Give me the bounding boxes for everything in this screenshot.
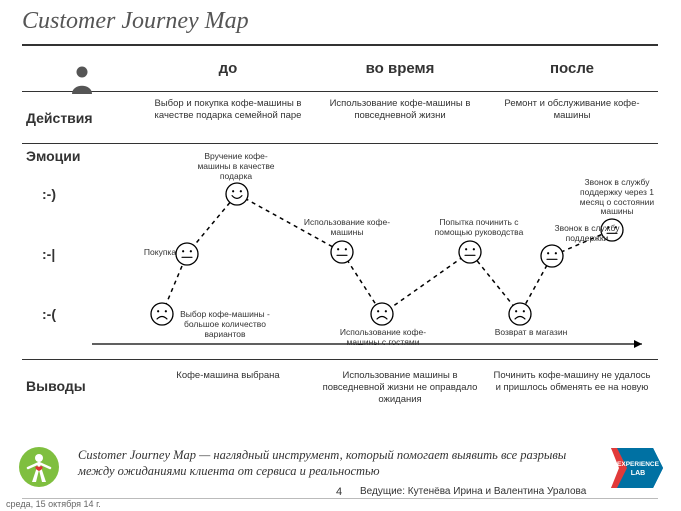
- emotion-node-label-n7: Возврат в магазин: [486, 328, 576, 338]
- conclusion-during: Использование машины в повседневной жизн…: [314, 360, 486, 412]
- emotion-node-label-n9: Звонок в службу поддержку через 1 месяц …: [572, 178, 662, 217]
- conclusions-label: Выводы: [22, 360, 142, 412]
- emotion-node-label-n3: Вручение кофе-машины в качестве подарка: [191, 152, 281, 181]
- action-before: Выбор и покупка кофе-машины в качестве п…: [142, 92, 314, 143]
- emotion-node-n7: [509, 303, 531, 325]
- emotion-node-n6: [459, 241, 481, 263]
- phase-before: до: [142, 46, 314, 91]
- actions-row: Действия Выбор и покупка кофе-машины в к…: [22, 92, 658, 144]
- svg-text:LAB: LAB: [631, 470, 645, 477]
- emotion-node-n4: [331, 241, 353, 263]
- emotion-node-label-n1: Выбор кофе-машины - большое количество в…: [180, 310, 270, 339]
- emotion-node-n8: [541, 245, 563, 267]
- emotion-node-label-n2: Покупка: [115, 248, 205, 258]
- svg-text:EXPERIENCE: EXPERIENCE: [617, 461, 660, 468]
- logo-right: EXPERIENCE LAB: [611, 448, 663, 488]
- logo-left: [18, 446, 60, 488]
- conclusion-before: Кофе-машина выбрана: [142, 360, 314, 412]
- emotion-node-label-n5: Использование кофе-машины с гостями: [338, 328, 428, 348]
- footer-caption: Customer Journey Map — наглядный инструм…: [78, 448, 598, 479]
- actions-label: Действия: [22, 92, 142, 143]
- conclusion-after: Починить кофе-машину не удалось и пришло…: [486, 360, 658, 412]
- emotion-node-n1: [151, 303, 173, 325]
- conclusions-row: Выводы Кофе-машина выбрана Использование…: [22, 360, 658, 412]
- date-footer: среда, 15 октября 14 г.: [6, 499, 101, 509]
- emotion-node-n3: [226, 183, 248, 205]
- phase-during: во время: [314, 46, 486, 91]
- phase-header-row: до во время после: [22, 44, 658, 92]
- phase-after: после: [486, 46, 658, 91]
- footer-separator: [22, 498, 658, 499]
- action-after: Ремонт и обслуживание кофе-машины: [486, 92, 658, 143]
- emotion-node-label-n6: Попытка починить с помощью руководства: [434, 218, 524, 238]
- emotion-node-label-n4: Использование кофе-машины: [302, 218, 392, 238]
- page-number: 4: [336, 486, 342, 498]
- page-title: Customer Journey Map: [0, 0, 681, 35]
- journey-map: до во время после Действия Выбор и покуп…: [22, 44, 658, 444]
- persona-cell: [22, 46, 142, 91]
- action-during: Использование кофе-машины в повседневной…: [314, 92, 486, 143]
- emotion-node-n5: [371, 303, 393, 325]
- emotion-node-label-n8: Звонок в службу поддержки: [542, 224, 632, 244]
- emotions-area: Эмоции :-) :-| :-( Выбор кофе-машины - б…: [22, 144, 658, 360]
- presenters: Ведущие: Кутенёва Ирина и Валентина Урал…: [360, 486, 586, 497]
